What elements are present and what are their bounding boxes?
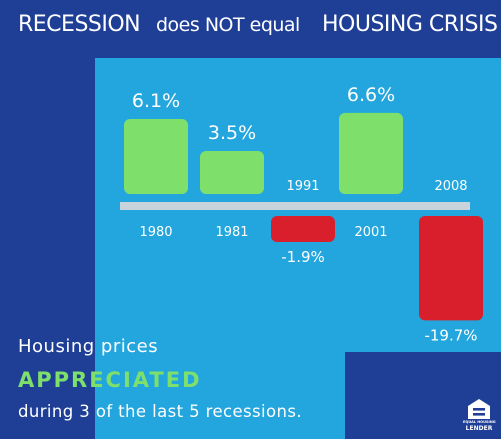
bar-1981 bbox=[200, 150, 264, 194]
equal-housing-lender-icon bbox=[468, 399, 490, 419]
category-label-2001: 2001 bbox=[354, 225, 387, 240]
value-label-2008: -19.7% bbox=[424, 326, 477, 344]
chart-baseline bbox=[120, 202, 470, 210]
title-housing-crisis: HOUSING CRISIS bbox=[322, 12, 498, 37]
category-label-1991: 1991 bbox=[286, 179, 319, 194]
title-recession: RECESSION bbox=[18, 12, 141, 37]
footer-line-3: during 3 of the last 5 recessions. bbox=[18, 402, 303, 421]
logo-text-line-2: LENDER bbox=[465, 425, 493, 432]
title-does-not-equal: does NOT equal bbox=[156, 14, 300, 36]
value-label-1981: 3.5% bbox=[208, 122, 256, 144]
bar-1980 bbox=[124, 118, 188, 194]
header: RECESSION does NOT equal HOUSING CRISIS bbox=[0, 0, 501, 52]
bar-1991 bbox=[271, 216, 335, 242]
value-label-1980: 6.1% bbox=[132, 90, 180, 112]
category-label-1980: 1980 bbox=[139, 225, 172, 240]
category-label-2008: 2008 bbox=[434, 179, 467, 194]
category-label-1981: 1981 bbox=[215, 225, 248, 240]
footer-highlight: APPRECIATED bbox=[18, 368, 202, 392]
value-label-1991: -1.9% bbox=[281, 248, 325, 266]
bar-2008 bbox=[419, 216, 483, 321]
equal-housing-lender-logo: EQUAL HOUSING LENDER bbox=[463, 398, 496, 434]
bar-2001 bbox=[339, 112, 403, 194]
logo-text-line-1: EQUAL HOUSING bbox=[463, 420, 496, 424]
value-label-2001: 6.6% bbox=[347, 84, 395, 106]
footer-line-1: Housing prices bbox=[18, 336, 159, 357]
